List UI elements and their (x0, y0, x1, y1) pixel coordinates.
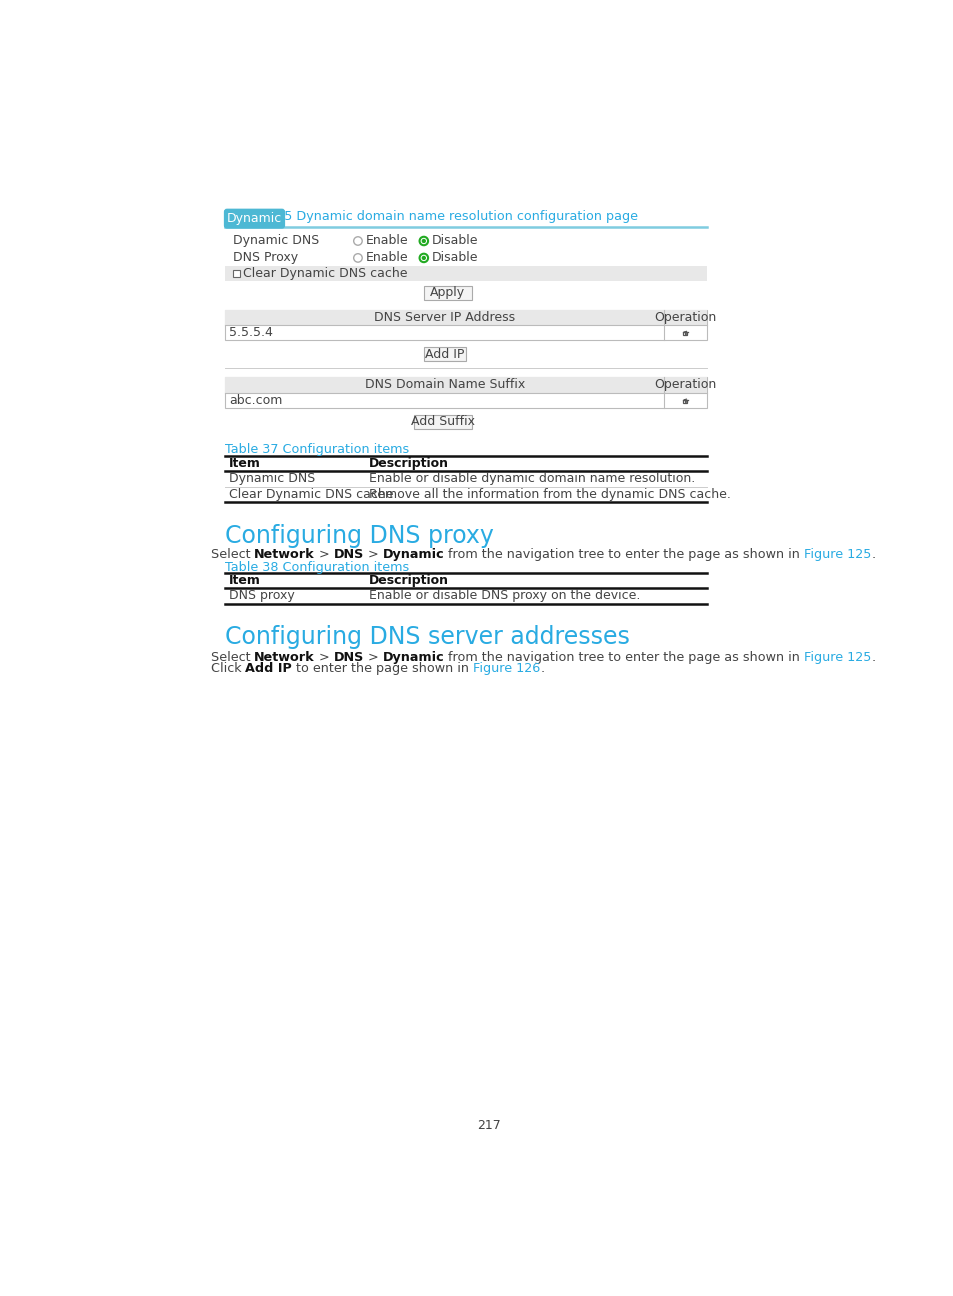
Bar (225, 377, 706, 408)
Text: DNS proxy: DNS proxy (229, 590, 294, 603)
Text: >: > (363, 548, 382, 561)
Text: DNS: DNS (334, 652, 363, 665)
Text: .: . (539, 662, 544, 675)
Text: Figure 125: Figure 125 (803, 652, 871, 665)
Text: Operation: Operation (654, 378, 716, 391)
Text: Enable or disable dynamic domain name resolution.: Enable or disable dynamic domain name re… (369, 473, 695, 486)
Text: Item: Item (229, 574, 261, 587)
Text: Disable: Disable (431, 235, 477, 248)
Text: Figure 125: Figure 125 (803, 548, 871, 561)
Text: DNS: DNS (334, 548, 363, 561)
Text: Add IP: Add IP (425, 347, 464, 360)
Text: Clear Dynamic DNS cache: Clear Dynamic DNS cache (243, 267, 407, 280)
Text: 217: 217 (476, 1118, 500, 1131)
FancyBboxPatch shape (423, 347, 466, 362)
Text: >: > (363, 652, 382, 665)
Bar (225, 310, 706, 341)
Bar (225, 377, 706, 393)
FancyBboxPatch shape (423, 285, 472, 299)
Text: Dynamic: Dynamic (227, 213, 282, 226)
Text: Figure 126: Figure 126 (473, 662, 539, 675)
Text: Enable: Enable (365, 251, 408, 264)
Text: DNS Server IP Address: DNS Server IP Address (374, 311, 515, 324)
Text: Remove all the information from the dynamic DNS cache.: Remove all the information from the dyna… (369, 487, 730, 500)
Text: abc.com: abc.com (229, 394, 282, 407)
Text: .: . (871, 652, 875, 665)
FancyBboxPatch shape (414, 415, 472, 429)
Text: Apply: Apply (430, 286, 465, 299)
Bar (225, 310, 706, 325)
Text: Dynamic DNS: Dynamic DNS (229, 473, 315, 486)
Text: Select: Select (211, 548, 254, 561)
Text: Table 38 Configuration items: Table 38 Configuration items (225, 561, 409, 574)
Bar (682, 400, 686, 403)
Text: Item: Item (229, 457, 261, 470)
Text: 5.5.5.4: 5.5.5.4 (229, 327, 273, 340)
Circle shape (421, 238, 426, 244)
Text: .: . (871, 548, 875, 561)
Text: from the navigation tree to enter the page as shown in: from the navigation tree to enter the pa… (444, 548, 803, 561)
Text: Operation: Operation (654, 311, 716, 324)
Text: Click: Click (211, 662, 245, 675)
Circle shape (421, 255, 426, 260)
Text: Clear Dynamic DNS cache: Clear Dynamic DNS cache (229, 487, 394, 500)
Text: Enable or disable DNS proxy on the device.: Enable or disable DNS proxy on the devic… (369, 590, 639, 603)
Text: Add IP: Add IP (245, 662, 292, 675)
Text: Configuring DNS proxy: Configuring DNS proxy (225, 524, 494, 548)
Text: Configuring DNS server addresses: Configuring DNS server addresses (225, 625, 630, 649)
Text: from the navigation tree to enter the page as shown in: from the navigation tree to enter the pa… (444, 652, 803, 665)
Text: DNS Proxy: DNS Proxy (233, 251, 298, 264)
Text: Dynamic: Dynamic (382, 652, 444, 665)
Text: Disable: Disable (431, 251, 477, 264)
Text: Dynamic: Dynamic (382, 548, 444, 561)
Text: to enter the page shown in: to enter the page shown in (292, 662, 473, 675)
Text: Select: Select (211, 652, 254, 665)
Bar (225, 266, 706, 281)
Text: DNS Domain Name Suffix: DNS Domain Name Suffix (364, 378, 524, 391)
Text: >: > (314, 548, 334, 561)
Text: >: > (314, 652, 334, 665)
Text: Network: Network (254, 652, 314, 665)
Bar (233, 271, 240, 277)
Bar (682, 332, 686, 336)
Text: Description: Description (369, 457, 448, 470)
Text: Dynamic DNS: Dynamic DNS (233, 235, 319, 248)
Text: Network: Network (254, 548, 314, 561)
Text: Add Suffix: Add Suffix (411, 416, 475, 429)
Text: Description: Description (369, 574, 448, 587)
FancyBboxPatch shape (224, 209, 285, 228)
Text: Figure 125 Dynamic domain name resolution configuration page: Figure 125 Dynamic domain name resolutio… (225, 210, 638, 223)
Text: Table 37 Configuration items: Table 37 Configuration items (225, 443, 409, 456)
Text: Enable: Enable (365, 235, 408, 248)
